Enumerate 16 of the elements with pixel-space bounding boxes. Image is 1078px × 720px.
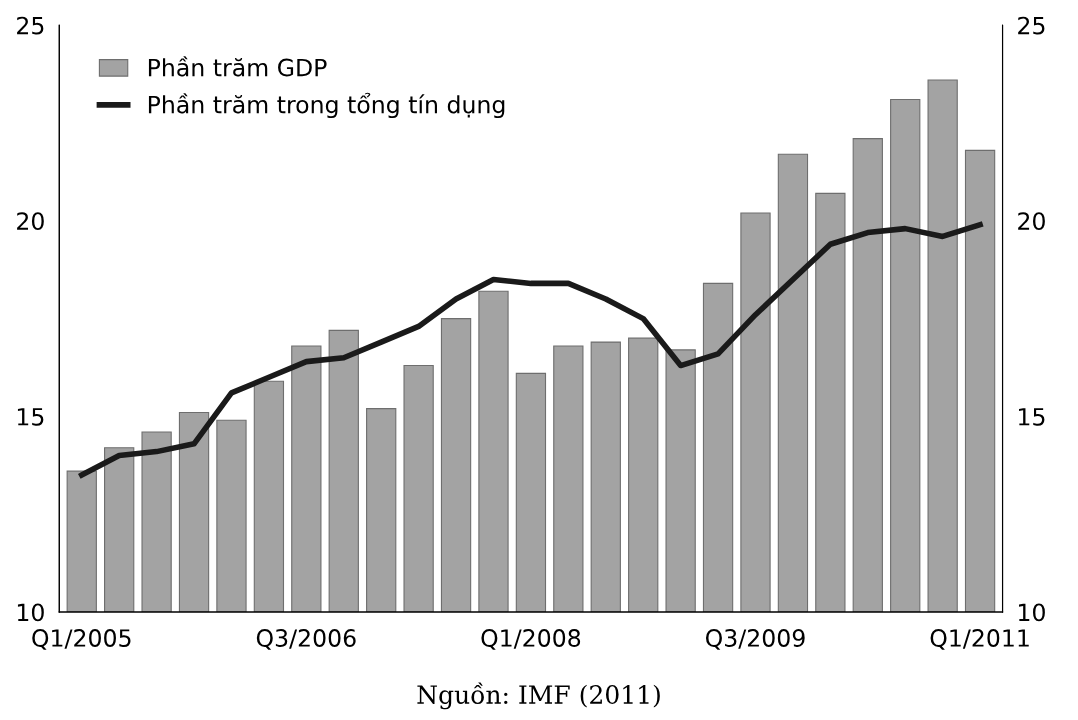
y-tick-label: 25 bbox=[17, 16, 44, 35]
y2-tick-label: 25 bbox=[1018, 16, 1045, 35]
legend-label: Phần trăm GDP bbox=[148, 56, 327, 77]
y-tick-label: 10 bbox=[17, 603, 44, 622]
text: Nguồn: IMF (2011) bbox=[417, 682, 660, 710]
x-tick-label: Q3/2006 bbox=[256, 629, 356, 650]
y2-tick-label: 15 bbox=[1019, 408, 1045, 426]
x-tick-label: Q1/2008 bbox=[481, 629, 581, 650]
y-tick-label: 20 bbox=[17, 212, 44, 231]
x-tick-label: Q1/2011 bbox=[930, 629, 1029, 650]
y2-tick-label: 10 bbox=[1019, 603, 1045, 622]
x-tick-label: Q3/2009 bbox=[706, 629, 805, 650]
x-tick-label: Q1/2005 bbox=[32, 629, 131, 650]
y-tick-label: 15 bbox=[17, 408, 44, 426]
legend-label: Phần trăm trong tổng tín dụng bbox=[148, 92, 505, 119]
y2-tick-label: 20 bbox=[1018, 212, 1045, 231]
